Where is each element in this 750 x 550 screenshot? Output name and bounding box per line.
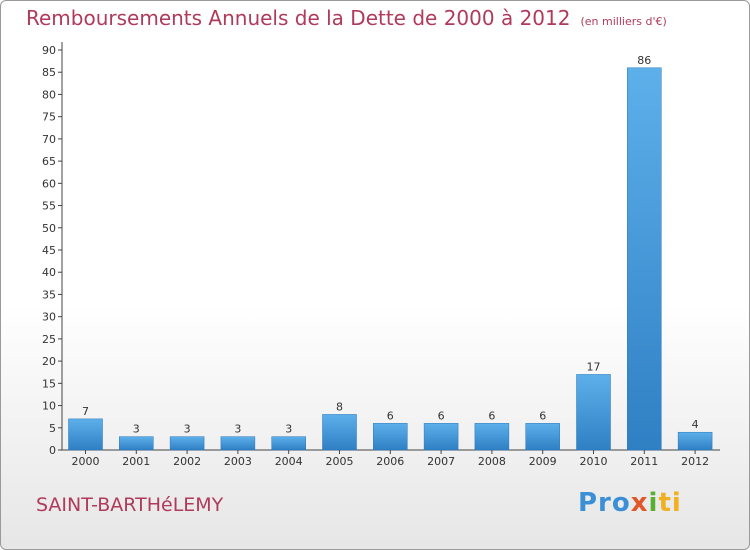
y-tick-label: 45 [42,244,56,257]
y-tick-label: 75 [42,111,56,124]
bar-2007 [423,423,459,451]
bar-2010 [576,374,611,451]
x-tick-label-2005: 2005 [326,455,354,468]
value-label-2009: 6 [539,409,546,422]
value-label-2011: 86 [637,54,651,67]
bar-2011 [627,67,662,451]
value-label-2000: 7 [82,405,89,418]
y-tick-label: 60 [42,177,56,190]
y-tick-label: 65 [42,155,56,168]
bar-2009 [525,423,560,451]
x-tick-label-2000: 2000 [72,455,100,468]
y-tick-label: 5 [49,422,56,435]
value-label-2012: 4 [692,418,699,431]
logo-part-2: x [630,488,649,518]
y-tick-label: 55 [42,200,56,213]
x-tick-label-2006: 2006 [376,455,404,468]
x-tick-label-2012: 2012 [681,455,709,468]
bar-2003 [220,436,256,451]
x-tick-label-2001: 2001 [122,455,150,468]
bar-2012 [677,431,713,451]
value-label-2008: 6 [488,409,495,422]
x-tick-label-2009: 2009 [529,455,557,468]
y-tick-label: 30 [42,311,56,324]
chart-title: Remboursements Annuels de la Dette de 20… [26,6,667,30]
value-label-2002: 3 [184,423,191,436]
y-tick-label: 20 [42,355,56,368]
x-tick-label-2003: 2003 [224,455,252,468]
y-tick-label: 35 [42,288,56,301]
y-tick-label: 25 [42,333,56,346]
town-name: SAINT-BARTHéLEMY [36,494,224,516]
value-label-2006: 6 [387,409,394,422]
y-tick-label: 40 [42,266,56,279]
x-tick-label-2008: 2008 [478,455,506,468]
x-tick-label-2007: 2007 [427,455,455,468]
proxiti-logo: Proxiti [578,488,682,518]
bar-2008 [474,423,510,451]
y-tick-label: 10 [42,400,56,413]
y-tick-label: 70 [42,133,56,146]
y-tick-label: 85 [42,66,56,79]
value-label-2001: 3 [133,423,140,436]
value-label-2004: 3 [285,423,292,436]
value-label-2003: 3 [234,423,241,436]
bar-2002 [169,436,205,451]
bar-2005 [322,414,357,451]
y-tick-label: 90 [42,44,56,57]
bar-2001 [119,436,154,451]
bar-2000 [68,418,103,451]
x-tick-label-2011: 2011 [630,455,658,468]
value-label-2007: 6 [438,409,445,422]
bar-2006 [373,423,408,451]
chart-title-text: Remboursements Annuels de la Dette de 20… [26,6,571,30]
value-label-2005: 8 [336,400,343,413]
value-label-2010: 17 [587,360,601,373]
logo-part-1: Pro [578,488,631,518]
x-tick-label-2010: 2010 [580,455,608,468]
y-tick-label: 0 [49,444,56,457]
logo-part-3: i [648,488,659,518]
bar-2004 [271,436,306,451]
logo-part-4: ti [658,488,682,518]
x-tick-label-2002: 2002 [173,455,201,468]
chart-unit: (en milliers d'€) [580,15,667,28]
x-tick-label-2004: 2004 [275,455,303,468]
y-tick-label: 15 [42,377,56,390]
y-tick-label: 50 [42,222,56,235]
y-tick-label: 80 [42,88,56,101]
